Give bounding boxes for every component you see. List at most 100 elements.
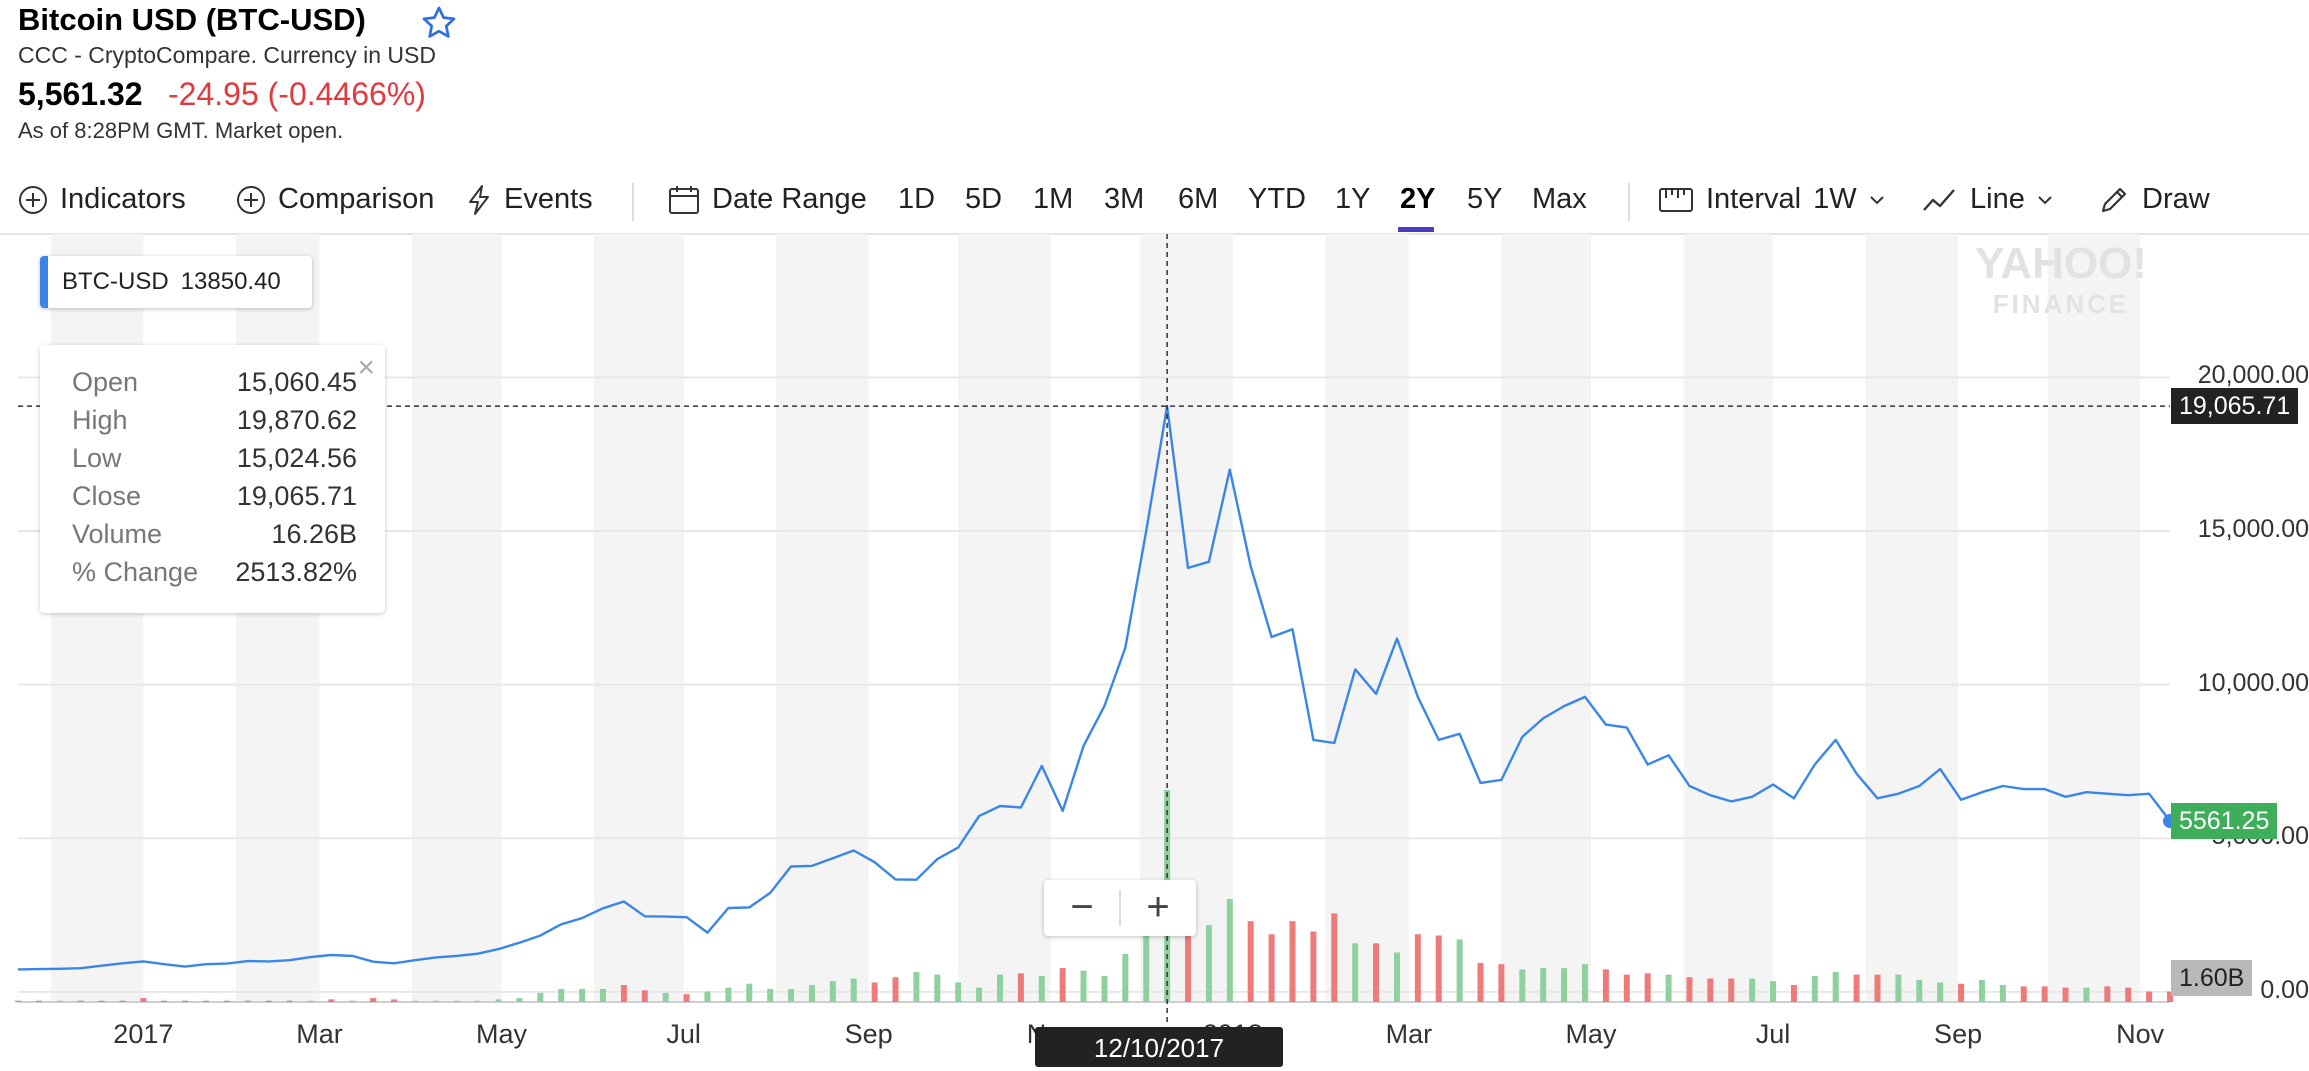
chart-type-dropdown[interactable]: Line <box>1922 183 2053 216</box>
range-1m[interactable]: 1M <box>1033 183 1074 215</box>
volume-bar <box>161 1000 168 1002</box>
price-chart[interactable] <box>0 234 2309 1070</box>
chart-type-label: Line <box>1970 183 2025 215</box>
indicators-label: Indicators <box>60 183 186 215</box>
month-shade <box>411 234 502 1002</box>
volume-bar <box>1811 975 1818 1002</box>
range-1y[interactable]: 1Y <box>1335 183 1371 215</box>
indicators-button[interactable]: Indicators <box>18 183 186 216</box>
toolbar-divider <box>632 183 634 221</box>
x-tick-label: Sep <box>1934 1019 1983 1049</box>
month-shade <box>1683 234 1774 1002</box>
volume-bar <box>453 1000 460 1002</box>
month-shade <box>2047 234 2141 1002</box>
volume-bar <box>328 999 335 1002</box>
y-tick-label: 15,000.00 <box>2197 515 2309 544</box>
volume-bar <box>140 998 147 1002</box>
toolbar-divider <box>1628 183 1630 221</box>
volume-bar <box>2167 991 2173 1002</box>
range-5y[interactable]: 5Y <box>1467 183 1503 215</box>
volume-bar <box>662 992 669 1002</box>
volume-bar <box>1790 985 1797 1002</box>
volume-bar <box>1331 913 1338 1002</box>
zoom-in-button[interactable]: + <box>1146 885 1170 929</box>
volume-bar <box>1101 975 1108 1002</box>
zoom-out-button[interactable]: − <box>1070 885 1094 929</box>
range-5d[interactable]: 5D <box>965 183 1003 215</box>
volume-bar <box>265 1000 272 1002</box>
quote-source: CCC - CryptoCompare. Currency in USD <box>18 42 436 68</box>
volume-bar <box>829 981 836 1002</box>
legend-value: 13850.40 <box>180 268 281 295</box>
tooltip-label: Volume <box>72 519 163 549</box>
volume-bar <box>98 1000 105 1002</box>
volume-bar <box>1205 925 1212 1002</box>
x-tick-label: Mar <box>1385 1019 1433 1049</box>
range-2y[interactable]: 2Y <box>1400 183 1436 215</box>
tooltip-value: 19,065.71 <box>236 481 357 511</box>
volume-bar <box>391 999 398 1002</box>
volume-bar <box>2125 987 2132 1002</box>
range-ytd[interactable]: YTD <box>1248 183 1306 215</box>
tooltip-value: 15,060.45 <box>236 367 357 397</box>
volume-bar <box>35 1000 42 1002</box>
volume-bar <box>1581 964 1588 1002</box>
volume-bar <box>808 985 815 1002</box>
plus-circle-icon <box>19 185 47 214</box>
volume-bar <box>2146 991 2153 1002</box>
tooltip-label: % Change <box>72 557 199 587</box>
tooltip-label: Open <box>72 367 139 397</box>
volume-bar <box>1853 974 1860 1002</box>
range-max[interactable]: Max <box>1532 183 1587 215</box>
range-6m[interactable]: 6M <box>1178 183 1219 215</box>
volume-bar <box>892 977 899 1002</box>
volume-bar <box>1310 931 1317 1002</box>
volume-bar <box>1373 943 1380 1002</box>
range-1d[interactable]: 1D <box>898 183 936 215</box>
chart-toolbar: Indicators Comparison Events Date Range … <box>0 175 2309 235</box>
volume-bar <box>600 988 607 1002</box>
current-price: 5,561.32 <box>18 76 143 112</box>
ruler-icon <box>1659 187 1693 212</box>
x-tick-label: May <box>1565 1019 1617 1049</box>
volume-bar <box>996 974 1003 1002</box>
volume-bar <box>558 988 565 1002</box>
volume-bar <box>1665 974 1672 1002</box>
draw-button[interactable]: Draw <box>2098 183 2210 216</box>
volume-bar <box>2020 986 2027 1002</box>
calendar-icon <box>669 185 699 214</box>
volume-bar <box>641 990 648 1002</box>
events-button[interactable]: Events <box>466 183 593 216</box>
x-tick-label: Sep <box>844 1019 893 1049</box>
date-range-button[interactable]: Date Range <box>668 183 867 216</box>
close-icon[interactable]: × <box>357 351 375 384</box>
series-legend[interactable]: BTC-USD 13850.40 <box>40 256 312 308</box>
tooltip-row: Volume 16.26B <box>72 519 392 557</box>
x-tick-label: Jul <box>1755 1019 1791 1049</box>
active-range-indicator <box>1398 227 1434 232</box>
volume-bar <box>2062 987 2069 1002</box>
comparison-button[interactable]: Comparison <box>236 183 434 216</box>
volume-bar <box>223 1000 230 1002</box>
month-shade <box>1865 234 1959 1002</box>
volume-bar <box>1143 917 1150 1002</box>
crosshair-price-tag: 19,065.71 <box>2171 388 2299 425</box>
volume-bar <box>1728 978 1735 1002</box>
volume-tag: 1.60B <box>2171 960 2253 996</box>
volume-bar <box>1038 975 1045 1002</box>
yahoo-finance-watermark: YAHOO! FINANCE <box>1975 239 2147 320</box>
star-icon[interactable] <box>420 4 458 42</box>
volume-bar <box>537 992 544 1002</box>
tooltip-value: 2513.82% <box>235 557 357 587</box>
range-3m[interactable]: 3M <box>1104 183 1145 215</box>
volume-bar <box>1623 974 1630 1002</box>
y-tick-label: 20,000.00 <box>2197 361 2309 390</box>
plus-circle-icon <box>237 185 265 214</box>
volume-bar <box>1874 974 1881 1002</box>
interval-dropdown[interactable]: Interval 1W <box>1658 183 1885 216</box>
tooltip-value: 16.26B <box>271 519 357 549</box>
volume-bar <box>2104 986 2111 1002</box>
x-tick-label: Mar <box>296 1019 343 1049</box>
volume-bar <box>516 998 523 1002</box>
volume-bar <box>1080 970 1087 1002</box>
